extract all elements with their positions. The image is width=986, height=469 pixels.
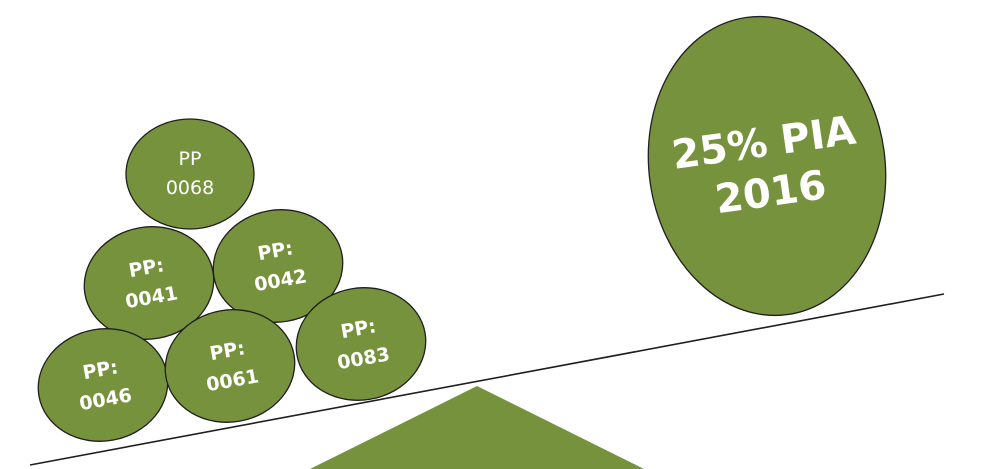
ball-pp-0068-line1: PP [179, 148, 202, 170]
ball-pp-0042: PP: 0042 [212, 209, 344, 323]
counterweight-ball: 25% PIA 2016 [647, 15, 887, 317]
ball-pp-0083: PP: 0083 [295, 287, 427, 401]
ball-pp-0068-line2: 0068 [166, 177, 214, 199]
ball-pp-0061: PP: 0061 [164, 309, 296, 423]
ball-pp-0068: PP 0068 [125, 118, 255, 230]
ball-pp-0046: PP: 0046 [37, 328, 169, 442]
ball-pp-0041: PP: 0041 [83, 226, 215, 340]
fulcrum-triangle [310, 386, 644, 469]
scale-beam [29, 293, 945, 466]
